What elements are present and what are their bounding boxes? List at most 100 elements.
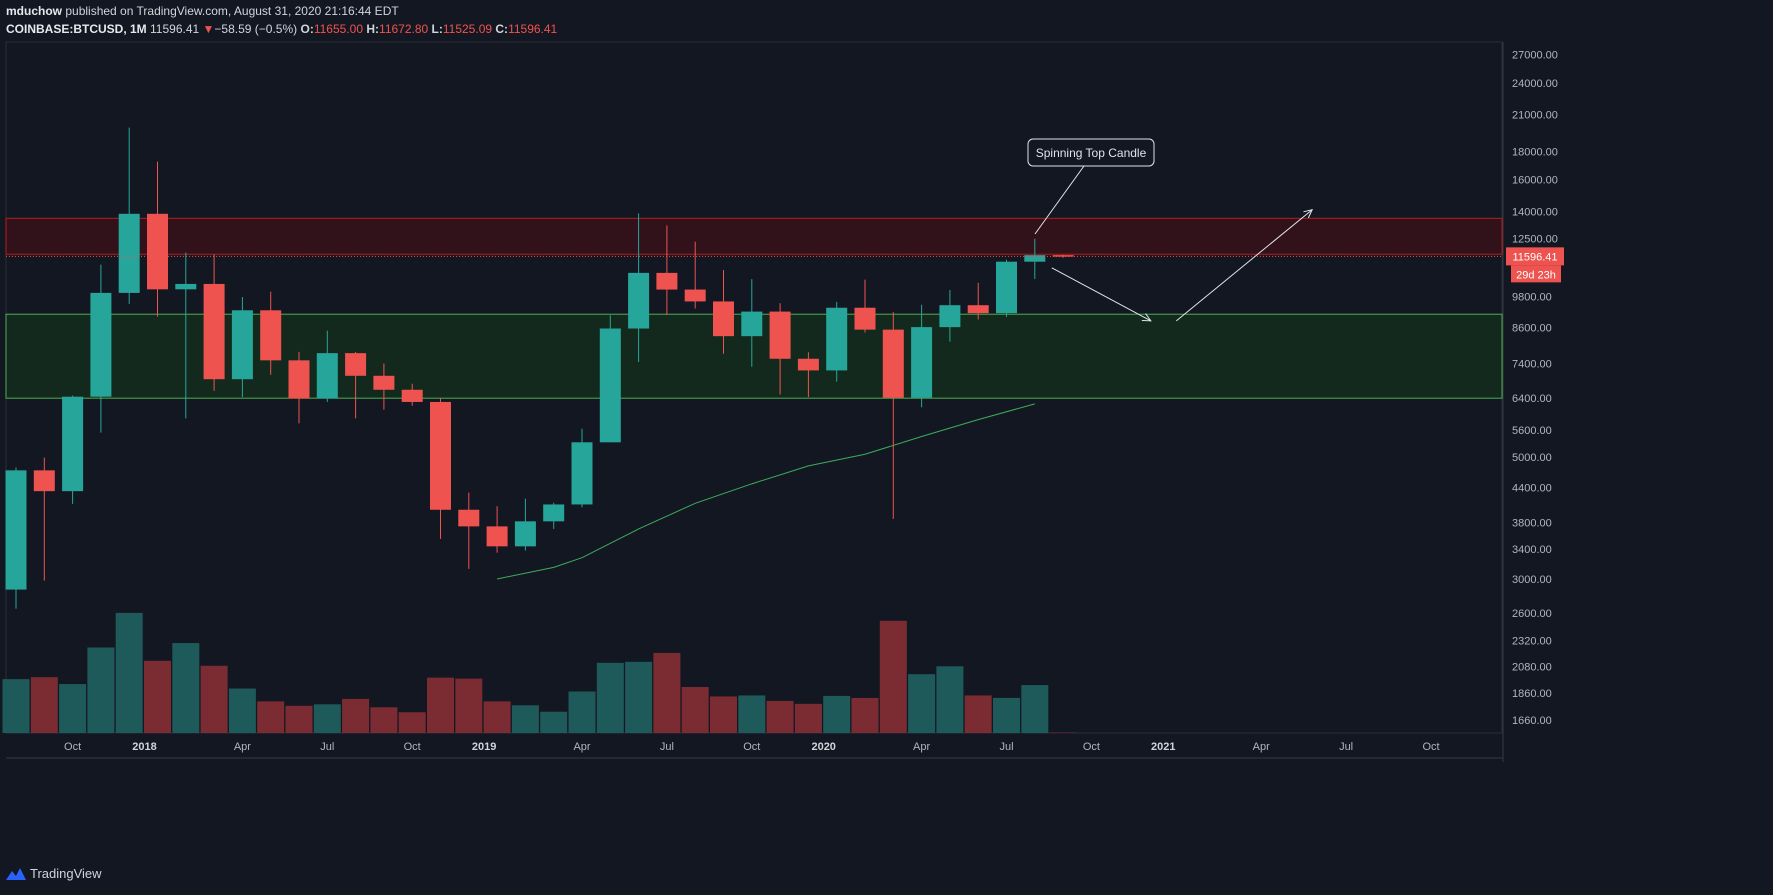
volume-bar [823,695,851,733]
volume-bar [625,661,653,733]
last-price: 11596.41 [150,22,200,36]
candle-body [939,305,961,328]
candle-body [33,470,55,492]
x-tick-label: 2018 [132,741,156,753]
candle [90,264,112,433]
arrow-line [1175,209,1313,322]
resistance-zone [5,217,1503,255]
volume-bar [30,677,58,733]
candle-body [401,389,423,402]
candle-body [430,401,451,510]
y-tick-label: 2080.00 [1512,661,1552,673]
x-tick-label: Oct [743,741,760,753]
volume-bar [540,711,568,733]
volume-bar [766,700,794,733]
arrow-line [1051,267,1152,322]
low-value: 11525.09 [442,22,493,36]
y-tick-label: 1660.00 [1512,715,1552,727]
volume-bar [370,707,398,733]
volume-bar [87,647,115,733]
candle-body [288,360,310,399]
candle-body [345,353,367,376]
candle-body [797,358,819,371]
candle [430,398,451,539]
candle [996,259,1017,317]
candle-body [458,509,480,527]
candle-body [882,329,904,398]
candle [486,506,508,553]
volume-bar [738,695,766,733]
y-tick-label: 27000.00 [1512,50,1558,62]
candle-body [543,504,565,522]
y-tick-label: 7400.00 [1512,359,1552,371]
candle-body [175,283,197,290]
y-tick-label: 3800.00 [1512,518,1552,530]
y-tick-label: 12500.00 [1512,233,1558,245]
change-down-icon: ▼ [202,22,215,36]
candle-body [90,292,112,397]
candle-body [5,470,27,590]
volume-bar [342,698,370,733]
open-value: 11655.00 [313,22,364,36]
author-name[interactable]: mduchow [6,4,62,18]
volume-bar [851,697,879,733]
candle-body [1024,255,1046,262]
x-tick-label: Oct [404,741,421,753]
candle-body [996,261,1017,314]
volume-bar [936,666,964,733]
x-tick-label: Apr [573,741,590,753]
candle-body [911,327,933,398]
arrow-head-icon [1141,313,1152,322]
y-tick-label: 6400.00 [1512,393,1552,405]
candle [33,457,55,581]
candle [571,428,593,508]
candle-body [62,396,84,492]
candle [911,304,933,408]
low-label: L: [431,22,443,36]
footer-brand[interactable]: TradingView [6,866,102,881]
candle [118,127,140,304]
y-tick-label: 4400.00 [1512,483,1552,495]
x-tick-label: Oct [1083,741,1100,753]
volume-bar [964,695,992,733]
x-tick-label: 2020 [811,741,835,753]
candle [939,290,961,342]
candle [458,492,480,569]
arrow-head-icon [1303,208,1314,219]
candle-body [713,301,734,337]
volume-bar [59,684,87,733]
moving-average-line [496,403,1035,580]
candle [599,315,621,443]
volume-bar [879,620,907,733]
candle [684,241,706,309]
candle-body [1052,255,1074,257]
candle [854,279,876,333]
candle [656,225,678,315]
candle-body [599,328,621,443]
volume-bar [313,704,341,733]
annotation-arrow [1175,208,1314,322]
candle-body [486,526,508,547]
candle-body [514,521,536,547]
x-tick-label: Oct [1422,741,1439,753]
candle [1052,254,1074,258]
volume-bar [993,697,1020,733]
candle [316,330,338,402]
candle [401,383,423,406]
close-label: C: [495,22,509,36]
symbol-label[interactable]: COINBASE:BTCUSD, 1M [6,22,147,36]
callout-box [1027,138,1155,167]
ohlc-legend: COINBASE:BTCUSD, 1M 11596.41 ▼−58.59 (−0… [6,22,557,36]
candle [826,301,848,382]
candle-body [571,442,593,505]
y-tick-label: 5600.00 [1512,425,1552,437]
annotation-callout: Spinning Top Candle [1027,138,1155,235]
candle [797,352,819,398]
volume-bar [2,679,30,733]
volume-bar [710,696,737,733]
candle [62,395,84,504]
candle-body [373,375,395,390]
volume-bar [257,701,285,733]
candle [203,254,225,391]
